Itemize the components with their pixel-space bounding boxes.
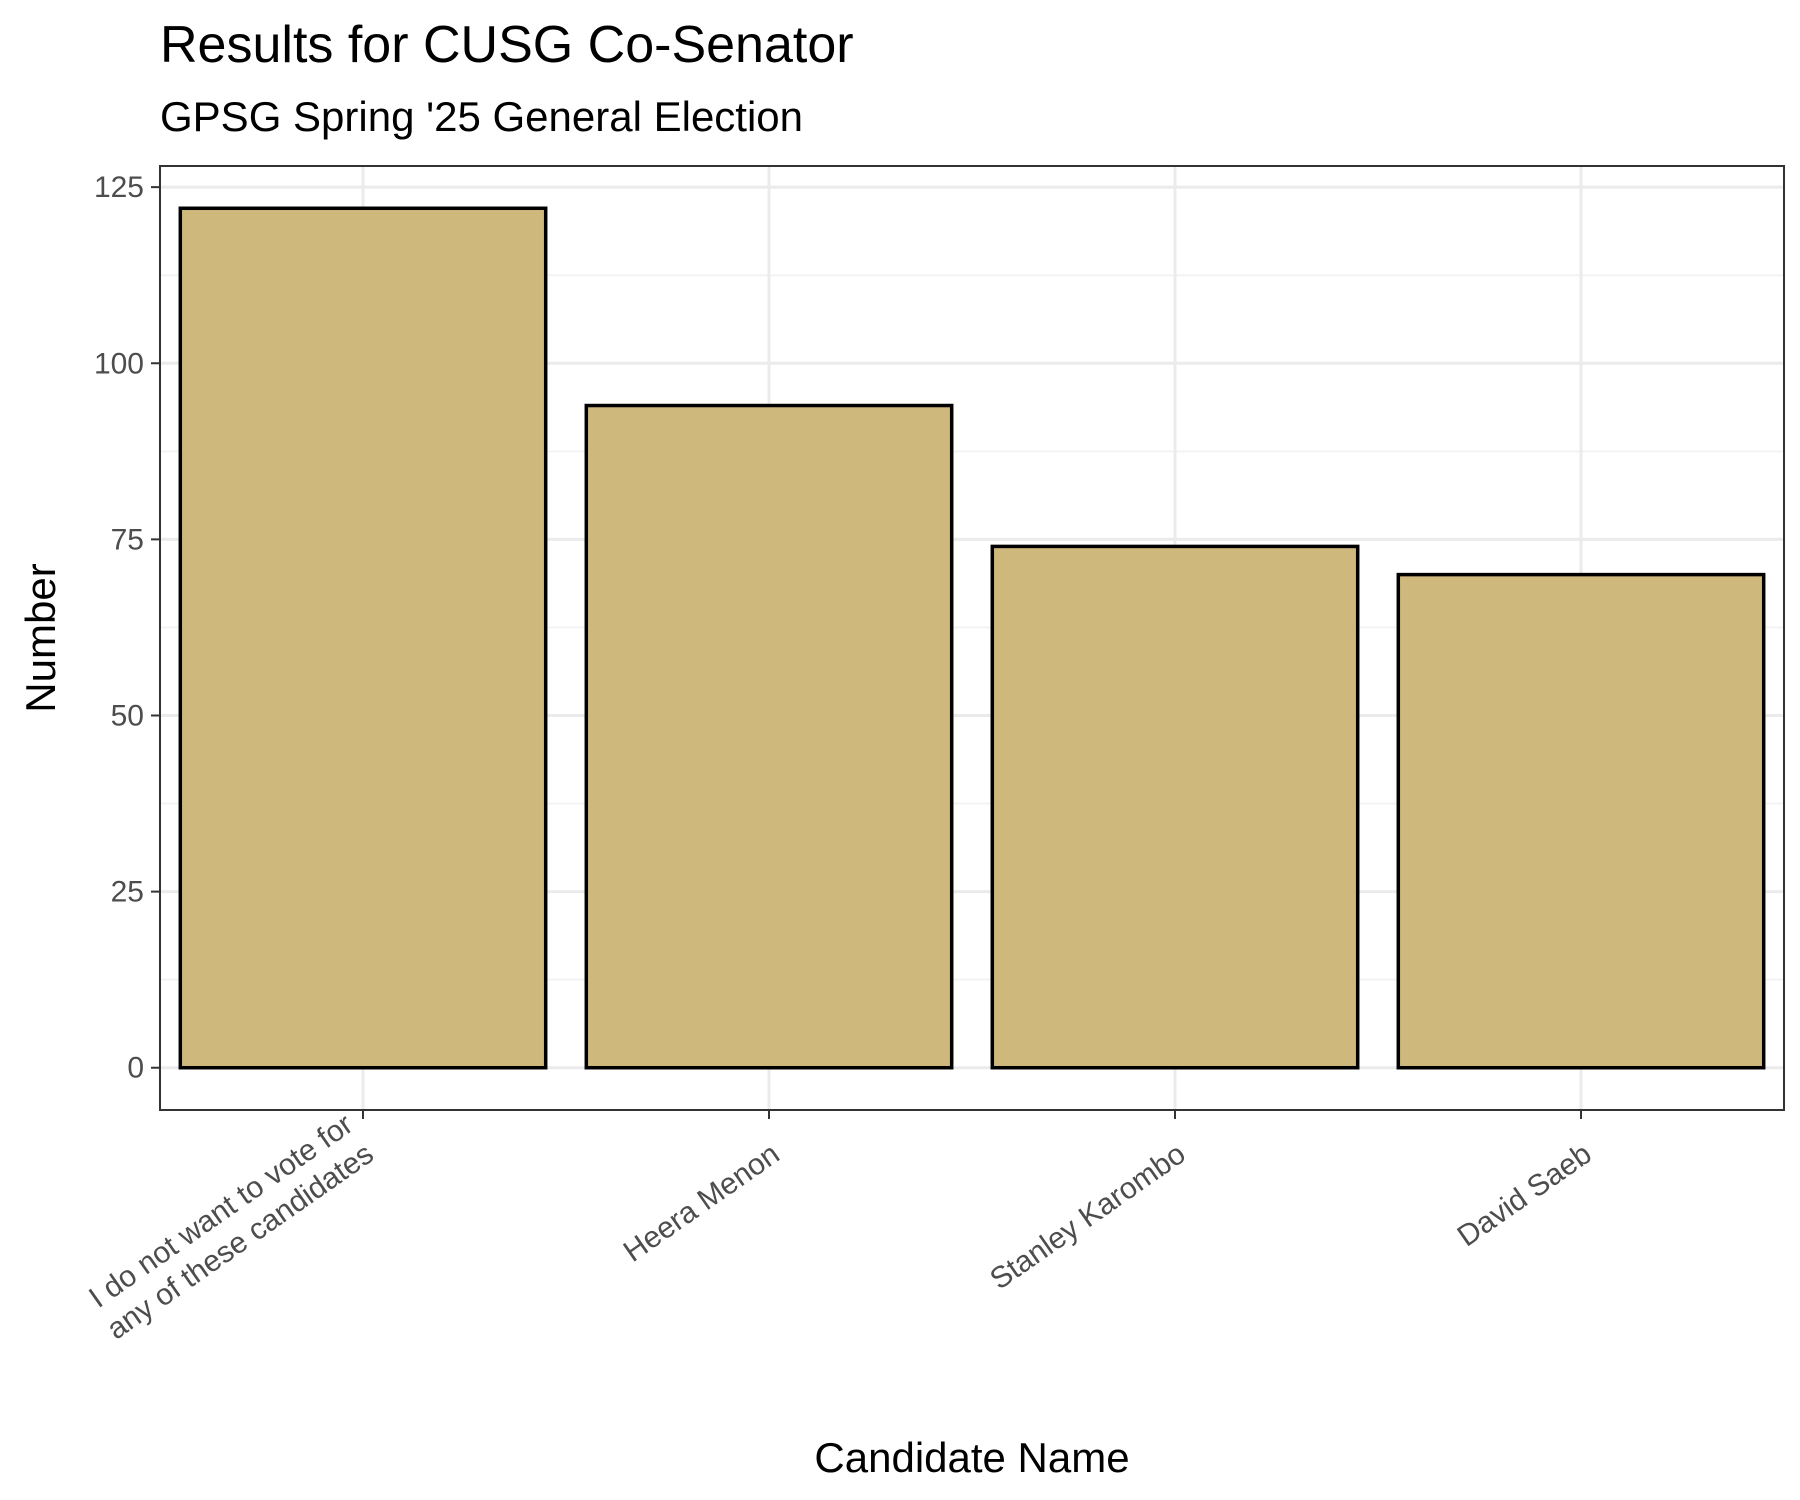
y-axis-title: Number xyxy=(17,563,64,712)
x-axis-title: Candidate Name xyxy=(814,1434,1129,1481)
y-tick-label: 0 xyxy=(127,1052,144,1085)
bar xyxy=(1396,572,1766,1070)
bar xyxy=(990,544,1360,1070)
chart-subtitle: GPSG Spring '25 General Election xyxy=(160,93,803,140)
panel-border xyxy=(159,165,1785,1111)
y-tick-label: 25 xyxy=(111,876,144,909)
y-tick-label: 50 xyxy=(111,699,144,732)
y-tick-label: 125 xyxy=(94,171,144,204)
bars xyxy=(178,206,1766,1070)
chart-title: Results for CUSG Co-Senator xyxy=(160,16,854,74)
bar xyxy=(178,206,548,1070)
y-axis: 0 25 50 75 100 125 xyxy=(94,171,160,1085)
y-tick-label: 100 xyxy=(94,347,144,380)
bar xyxy=(584,403,954,1070)
y-tick-label: 75 xyxy=(111,523,144,556)
